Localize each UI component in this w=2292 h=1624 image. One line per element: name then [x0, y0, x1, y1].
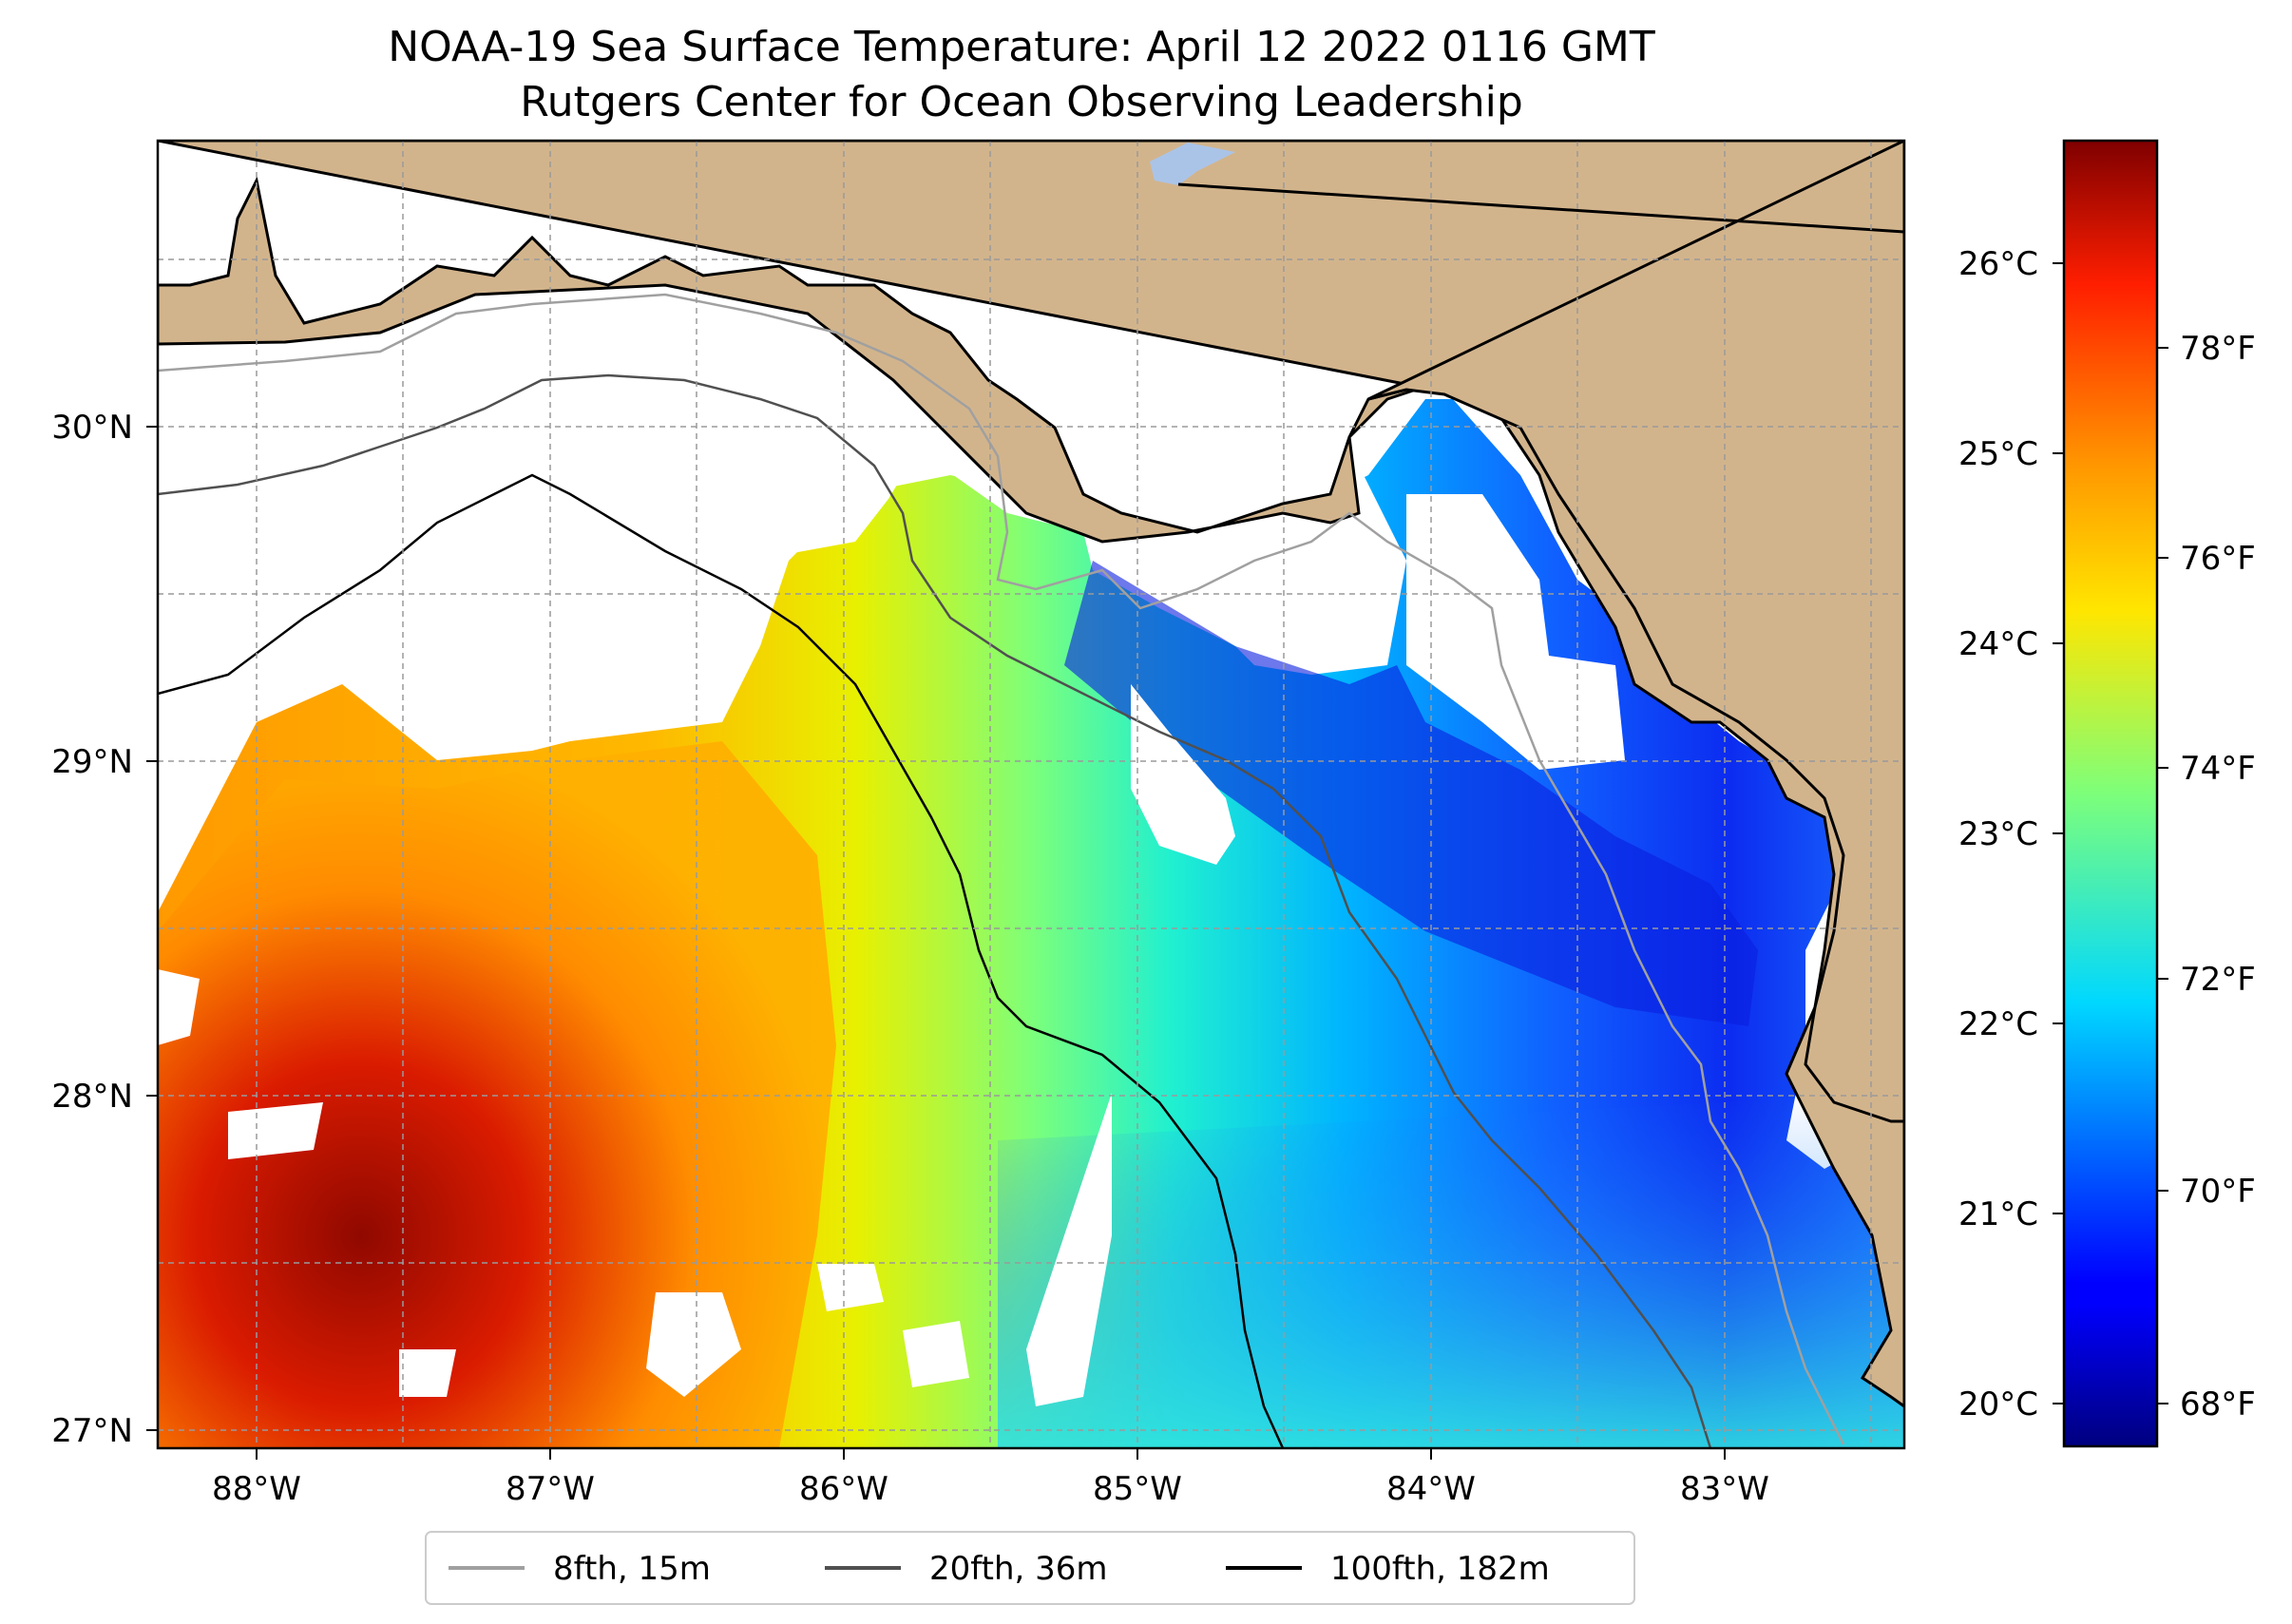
celsius-tick-label: 21°C	[1958, 1195, 2038, 1233]
gridlines	[158, 141, 1904, 1448]
warm-core	[158, 741, 836, 1448]
x-tick-label: 83°W	[1680, 1470, 1769, 1508]
celsius-tick-label: 26°C	[1958, 245, 2038, 283]
map-area	[158, 141, 1904, 1448]
map-frame	[156, 139, 1906, 1450]
fahrenheit-tick-label: 72°F	[2180, 961, 2256, 999]
legend-box	[425, 1531, 1635, 1605]
celsius-tick-label: 25°C	[1958, 435, 2038, 473]
y-tick-label: 28°N	[51, 1078, 133, 1116]
celsius-tick-label: 23°C	[1958, 815, 2038, 853]
fahrenheit-tick-label: 78°F	[2180, 330, 2256, 368]
x-tick-label: 86°W	[799, 1470, 888, 1508]
fahrenheit-tick-label: 68°F	[2180, 1385, 2256, 1423]
legend: 8fth, 15m 20fth, 36m 100fth, 182m	[425, 1531, 1635, 1605]
celsius-tick-label: 20°C	[1958, 1385, 2038, 1423]
legend-label: 100fth, 182m	[1330, 1550, 1550, 1588]
cold-band-north	[1064, 561, 1758, 1026]
y-tick-label: 27°N	[51, 1412, 133, 1450]
land-northeast	[1367, 141, 1904, 1123]
x-tick-label: 84°W	[1386, 1470, 1476, 1508]
x-tick-label: 88°W	[212, 1470, 301, 1508]
x-tick-marks	[256, 1448, 1726, 1460]
contour-20fth	[158, 373, 1712, 1448]
sst-south-band	[998, 1093, 1904, 1448]
x-tick-label: 85°W	[1093, 1470, 1182, 1508]
celsius-tick-label: 22°C	[1958, 1005, 2038, 1043]
y-tick-label: 29°N	[51, 743, 133, 781]
chart-subtitle: Rutgers Center for Ocean Observing Leade…	[520, 78, 1523, 126]
y-tick-label: 30°N	[51, 409, 133, 447]
legend-label: 8fth, 15m	[553, 1550, 711, 1588]
colorbar-fahrenheit-ticks	[2157, 347, 2168, 1404]
y-tick-marks	[146, 426, 158, 1431]
lake	[1150, 143, 1235, 185]
state-border	[1177, 182, 1904, 234]
fahrenheit-tick-label: 70°F	[2180, 1173, 2256, 1211]
fahrenheit-tick-label: 74°F	[2180, 750, 2256, 788]
x-tick-label: 87°W	[506, 1470, 595, 1508]
colorbar	[2062, 139, 2159, 1448]
contour-8fth	[158, 293, 1845, 1445]
colorbar-celsius-ticks	[2053, 262, 2064, 1404]
celsius-tick-label: 24°C	[1958, 625, 2038, 663]
contour-100fth	[158, 473, 1285, 1448]
fahrenheit-tick-label: 76°F	[2180, 540, 2256, 578]
legend-label: 20fth, 36m	[929, 1550, 1108, 1588]
chart-title: NOAA-19 Sea Surface Temperature: April 1…	[388, 23, 1655, 71]
